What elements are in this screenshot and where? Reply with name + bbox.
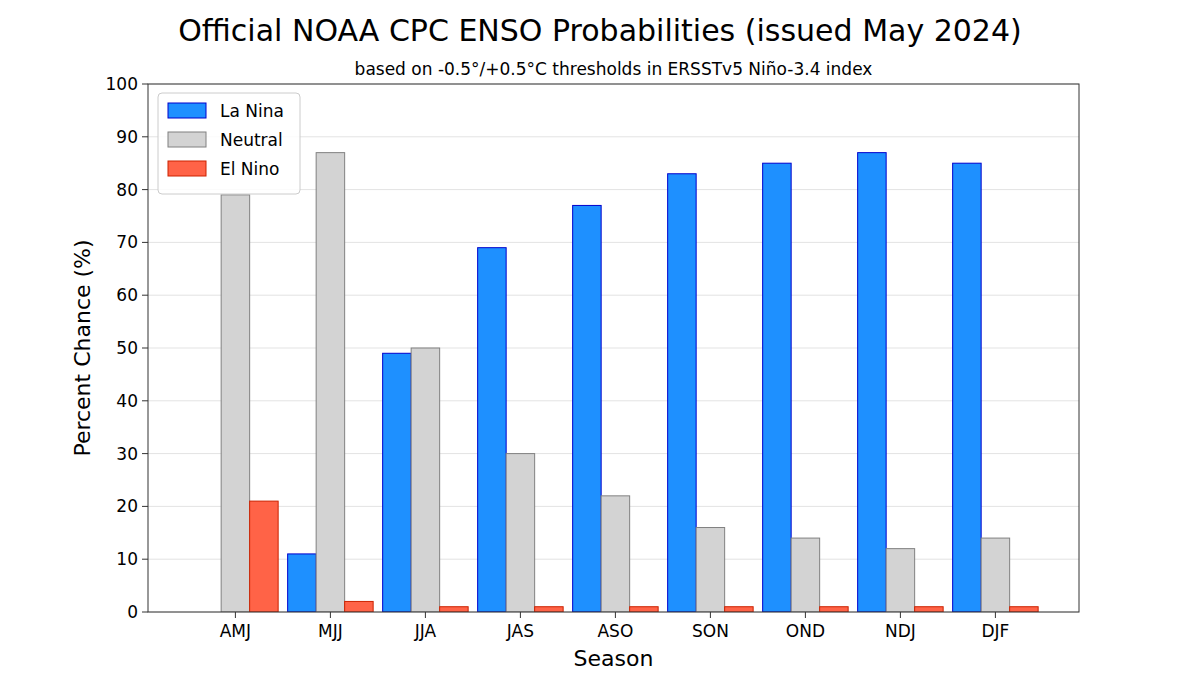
x-tick — [995, 612, 996, 618]
bars — [221, 153, 1038, 612]
y-tick-label: 90 — [116, 127, 138, 147]
bar — [1010, 607, 1039, 612]
y-tick-label: 70 — [116, 232, 138, 252]
y-tick — [142, 348, 148, 349]
chart-svg: 0 10 20 30 40 50 60 70 80 90 100 AMJ MJJ JJA JAS ASO SON… — [0, 0, 1200, 700]
y-tick — [142, 506, 148, 507]
legend-swatch — [168, 161, 206, 176]
bar — [820, 607, 849, 612]
background — [0, 0, 1200, 700]
grid-line — [148, 242, 1079, 243]
y-tick — [142, 612, 148, 613]
y-tick — [142, 189, 148, 190]
bar — [668, 174, 697, 612]
legend-label: El Nino — [220, 159, 279, 179]
bar — [316, 153, 345, 612]
y-tick-label: 20 — [116, 496, 138, 516]
legend-swatch — [168, 132, 206, 147]
subtitle: based on -0.5°/+0.5°C thresholds in ERSS… — [355, 59, 873, 79]
y-tick-label: 40 — [116, 391, 138, 411]
grid-line — [148, 453, 1079, 454]
bar — [791, 538, 820, 612]
y-tick-label: 80 — [116, 180, 138, 200]
x-tick — [330, 612, 331, 618]
bar — [725, 607, 754, 612]
bar — [383, 353, 412, 612]
y-tick — [142, 453, 148, 454]
legend-label: Neutral — [220, 130, 283, 150]
x-tick — [235, 612, 236, 618]
x-tick — [900, 612, 901, 618]
plot-frame — [148, 84, 1079, 612]
x-axis-label: Season — [574, 646, 654, 671]
x-tick-label: ASO — [597, 621, 633, 641]
bar — [506, 454, 535, 612]
bar — [345, 601, 374, 612]
bar — [221, 195, 250, 612]
y-tick — [142, 295, 148, 296]
legend: La Nina Neutral El Nino — [158, 93, 300, 194]
x-tick-label: AMJ — [220, 621, 251, 641]
y-tick — [142, 84, 148, 85]
bar — [953, 163, 982, 612]
y-tick — [142, 559, 148, 560]
bar — [630, 607, 659, 612]
bar — [886, 549, 915, 612]
x-tick — [710, 612, 711, 618]
bar — [915, 607, 944, 612]
x-tick — [805, 612, 806, 618]
bar — [535, 607, 564, 612]
x-tick-label: SON — [692, 621, 729, 641]
x-tick — [520, 612, 521, 618]
y-tick — [142, 136, 148, 137]
y-tick-label: 30 — [116, 444, 138, 464]
x-tick-label: DJF — [981, 621, 1009, 641]
x-tick-label: JAS — [506, 621, 534, 641]
bar — [696, 528, 725, 612]
bar — [288, 554, 317, 612]
grid-line — [148, 348, 1079, 349]
y-tick — [142, 400, 148, 401]
bar — [250, 501, 279, 612]
bar — [440, 607, 469, 612]
y-tick-label: 10 — [116, 549, 138, 569]
x-tick-label: JJA — [414, 621, 437, 641]
bar — [763, 163, 792, 612]
y-tick-label: 0 — [127, 602, 138, 622]
bar — [411, 348, 440, 612]
bar — [858, 153, 887, 612]
bar — [478, 248, 507, 612]
y-tick — [142, 242, 148, 243]
grid-line — [148, 400, 1079, 401]
chart-container: 0 10 20 30 40 50 60 70 80 90 100 AMJ MJJ JJA JAS ASO SON… — [0, 0, 1200, 700]
y-tick-label: 60 — [116, 285, 138, 305]
y-tick-label: 50 — [116, 338, 138, 358]
grid-line — [148, 295, 1079, 296]
grid — [148, 84, 1079, 612]
y-tick-label: 100 — [106, 74, 138, 94]
x-tick-label: MJJ — [318, 621, 343, 641]
x-tick — [615, 612, 616, 618]
x-tick-label: OND — [786, 621, 825, 641]
legend-label: La Nina — [220, 101, 284, 121]
x-tick — [425, 612, 426, 618]
bar — [981, 538, 1010, 612]
bar — [573, 205, 602, 612]
bar — [601, 496, 630, 612]
legend-box — [158, 93, 300, 194]
y-axis-label: Percent Chance (%) — [70, 239, 95, 456]
x-tick-label: NDJ — [885, 621, 916, 641]
title: Official NOAA CPC ENSO Probabilities (is… — [178, 13, 1022, 48]
legend-swatch — [168, 103, 206, 118]
